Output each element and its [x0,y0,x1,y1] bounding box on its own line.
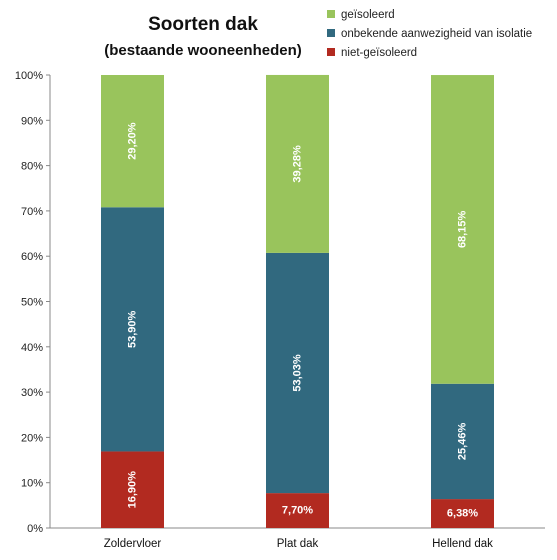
bar-segment [101,75,164,208]
data-label: 29,20% [126,122,138,160]
y-tick-label: 20% [21,432,43,444]
data-label: 7,70% [282,504,313,516]
bar-segment [431,75,494,384]
bar-segment [266,252,329,494]
bar-segment [266,493,329,528]
data-label: 68,15% [456,211,468,249]
y-tick-label: 90% [21,115,43,127]
legend-entry: onbekende aanwezigheid van isolatie [341,28,532,40]
y-tick-label: 40% [21,342,43,354]
bar-segment [101,451,164,528]
legend-swatch [327,48,335,56]
legend-swatch [327,29,335,37]
bar-segment [431,383,494,500]
y-tick-label: 80% [21,161,43,173]
y-tick-label: 10% [21,478,43,490]
chart-subtitle: (bestaande wooneenheden) [104,42,302,59]
y-tick-label: 100% [15,70,43,82]
category-label: Hellend dak [432,538,493,550]
y-tick-label: 70% [21,206,43,218]
y-tick-label: 30% [21,387,43,399]
bar-segment [266,74,329,253]
axes: 0% 10% 20% 30% 40% 50% 60% 70% 80% 90% 100% [15,70,545,535]
category-labels: Zoldervloer Plat dak Hellend dak [104,538,493,550]
legend-entry: geïsoleerd [341,9,395,21]
y-tick-label: 50% [21,297,43,309]
category-label: Zoldervloer [104,538,162,550]
bar-segment [431,499,494,528]
bar-segment [101,207,164,452]
data-label: 25,46% [456,423,468,461]
y-tick-label: 60% [21,251,43,263]
legend: geïsoleerd onbekende aanwezigheid van iso… [327,9,532,59]
data-label: 53,90% [126,310,138,348]
data-label: 16,90% [126,471,138,509]
legend-entry: niet-geïsoleerd [341,47,417,59]
y-tick-label: 0% [27,523,43,535]
data-label: 39,28% [291,145,303,183]
category-label: Plat dak [277,538,319,550]
legend-swatch [327,10,335,18]
data-label: 6,38% [447,507,478,519]
data-label: 53,03% [291,354,303,392]
bars: 16,90% 53,90% 29,20% 7,70% 53,03% 39,28% 6,38%… [101,74,494,528]
chart-title: Soorten dak [148,14,258,35]
